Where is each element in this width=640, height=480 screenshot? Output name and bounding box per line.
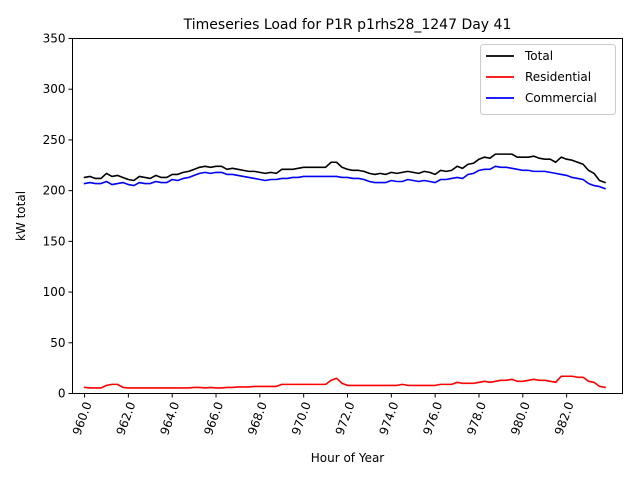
series-line-total [83, 153, 606, 184]
series-line-commercial [83, 165, 606, 190]
legend-label-total: Total [524, 49, 553, 63]
x-axis-label: Hour of Year [311, 451, 385, 465]
y-axis-label: kW total [14, 191, 28, 241]
y-tick-label: 350 [43, 32, 66, 46]
y-tick-label: 300 [43, 82, 66, 96]
y-tick-label: 100 [43, 285, 66, 299]
chart-title: Timeseries Load for P1R p1rhs28_1247 Day… [183, 17, 512, 33]
series-line-residential [83, 375, 606, 389]
y-tick-label: 150 [43, 234, 66, 248]
legend: Total Residential Commercial [480, 44, 616, 115]
y-tick-label: 50 [50, 336, 65, 350]
y-tick-label: 0 [58, 387, 66, 401]
y-axis-ticks: 0 50 100 150 200 250 300 350 [43, 32, 73, 401]
legend-entries: Total Residential Commercial [486, 49, 597, 105]
y-tick-label: 250 [43, 133, 66, 147]
series-layer [83, 153, 606, 389]
legend-label-residential: Residential [525, 70, 591, 84]
legend-box [480, 44, 616, 115]
y-tick-label: 200 [43, 184, 66, 198]
legend-label-commercial: Commercial [525, 91, 597, 105]
